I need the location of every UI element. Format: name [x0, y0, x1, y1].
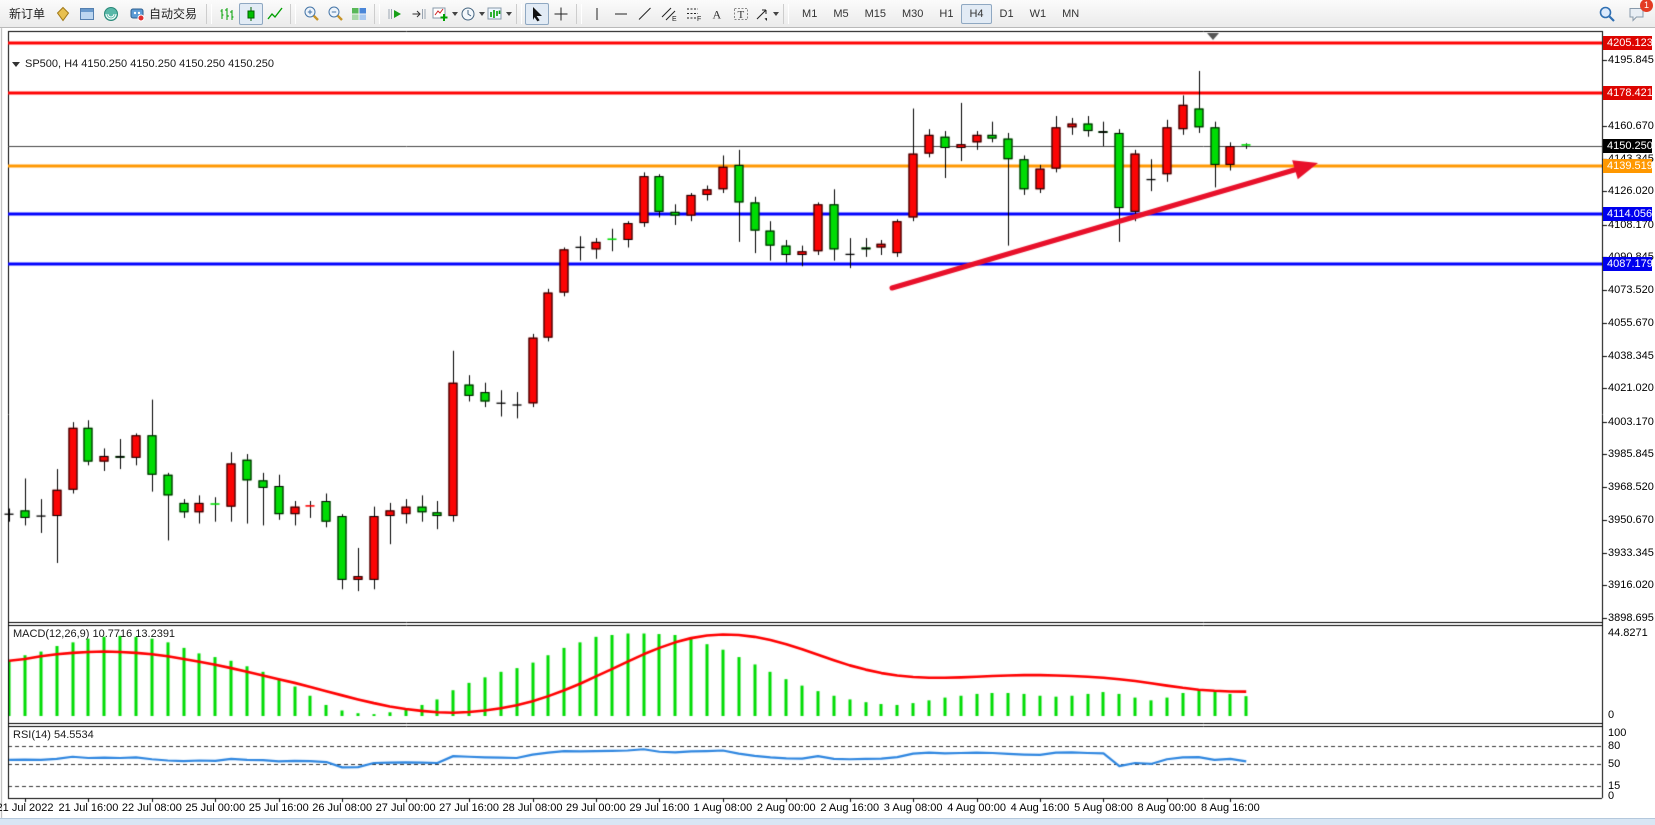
crosshair-tool-icon[interactable] [549, 3, 573, 25]
chart-title-row: SP500, H4 4150.250 4150.250 4150.250 415… [12, 58, 274, 70]
timeframe-button-d1[interactable]: D1 [999, 7, 1014, 20]
svg-text:T: T [738, 9, 745, 21]
chevron-down-icon [506, 11, 513, 16]
auto-trading-button[interactable]: 自动交易 [123, 3, 203, 25]
timeframe-button-h4[interactable]: H4 [961, 3, 992, 24]
window-bottom-strip [0, 818, 1655, 825]
tile-windows-icon[interactable] [347, 3, 371, 25]
new-order-button[interactable]: 新订单 [3, 3, 51, 25]
chart-title: SP500, H4 4150.250 4150.250 4150.250 415… [25, 58, 274, 70]
timeframe-button-m15[interactable]: M15 [864, 7, 886, 20]
text-tool-icon[interactable]: A [705, 3, 729, 25]
data-window-icon[interactable] [75, 3, 99, 25]
auto-scroll-icon[interactable] [383, 3, 407, 25]
svg-text:E: E [672, 16, 677, 22]
notification-badge: 1 [1640, 0, 1653, 12]
timeframe-group: M1 M5 M15 M30 H1 H4 D1 W1 MN [794, 3, 1087, 24]
toolbar-separator [516, 3, 523, 24]
arrows-tool-button[interactable] [753, 3, 780, 25]
auto-trading-icon [129, 6, 145, 22]
trendline-tool-icon[interactable] [633, 3, 657, 25]
zoom-out-icon[interactable] [323, 3, 347, 25]
timeframe-button-mn[interactable]: MN [1062, 7, 1080, 20]
chevron-down-icon [479, 11, 486, 16]
zoom-in-icon[interactable] [299, 3, 323, 25]
vertical-line-tool-icon[interactable] [585, 3, 609, 25]
equidistant-channel-tool-icon[interactable]: E [657, 3, 681, 25]
periods-menu-button[interactable] [459, 3, 486, 25]
toolbar-separator [783, 3, 790, 24]
fibonacci-tool-icon[interactable]: F [681, 3, 705, 25]
toolbar-separator [374, 3, 381, 24]
chevron-down-icon [452, 11, 459, 16]
market-watch-icon[interactable] [51, 3, 75, 25]
toolbar-separator [290, 3, 297, 24]
timeframe-button-m30[interactable]: M30 [902, 7, 924, 20]
auto-trading-label: 自动交易 [149, 7, 198, 21]
timeframe-button-w1[interactable]: W1 [1029, 7, 1047, 20]
one-click-collapse-icon[interactable] [12, 61, 20, 67]
timeframe-button-m5[interactable]: M5 [833, 7, 849, 20]
community-chat-button[interactable]: 1 [1625, 0, 1653, 25]
new-order-label: 新订单 [9, 7, 46, 21]
main-toolbar: 新订单 自动交易 [0, 0, 1655, 28]
indicators-menu-button[interactable] [431, 3, 459, 25]
line-chart-type-icon[interactable] [263, 3, 287, 25]
text-label-tool-icon[interactable]: T [729, 3, 753, 25]
svg-text:F: F [697, 16, 701, 22]
search-icon[interactable] [1595, 3, 1619, 25]
navigator-icon[interactable] [99, 3, 123, 25]
timeframe-button-h1[interactable]: H1 [939, 7, 954, 20]
horizontal-line-tool-icon[interactable] [609, 3, 633, 25]
toolbar-separator [206, 3, 213, 24]
timeframe-button-m1[interactable]: M1 [802, 7, 818, 20]
svg-text:A: A [713, 7, 722, 21]
candlestick-chart-type-icon[interactable] [239, 2, 264, 25]
bar-chart-type-icon[interactable] [215, 3, 239, 25]
cursor-tool-icon[interactable] [525, 2, 550, 25]
templates-menu-button[interactable] [486, 3, 513, 25]
toolbar-separator [576, 3, 583, 24]
chevron-down-icon [773, 11, 780, 16]
chart-shift-icon[interactable] [407, 3, 431, 25]
